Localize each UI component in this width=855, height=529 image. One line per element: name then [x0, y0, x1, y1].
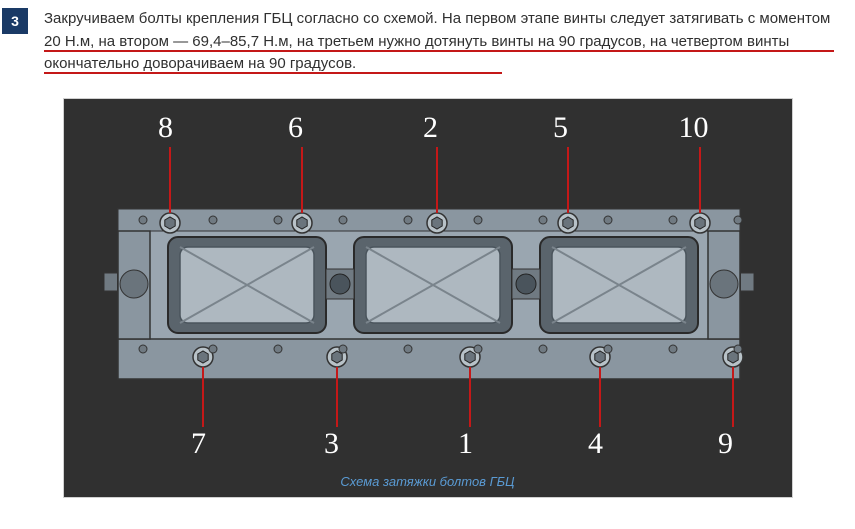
bolt-label-1: 1 [444, 427, 488, 461]
leader-line [699, 147, 701, 213]
leader-line [469, 367, 471, 427]
bolt-label-3: 3 [310, 427, 354, 461]
bolt-torque-diagram: Схема затяжки болтов ГБЦ 8 6 2 5 10 7 3 1 4 9 [63, 98, 793, 498]
bolt-label-7: 7 [177, 427, 221, 461]
bolt-label-4: 4 [574, 427, 618, 461]
leader-line [301, 147, 303, 213]
leader-line [169, 147, 171, 213]
figure-caption: Схема затяжки болтов ГБЦ [64, 474, 792, 489]
leader-line [336, 367, 338, 427]
leader-line [567, 147, 569, 213]
red-underline-2 [44, 72, 502, 74]
bolt-label-10: 10 [672, 111, 716, 145]
leader-line [202, 367, 204, 427]
leader-line [436, 147, 438, 213]
instruction-content: Закручиваем болты крепления ГБЦ согласно… [44, 10, 830, 72]
step-number-badge: 3 [2, 8, 28, 34]
bolt-label-5: 5 [539, 111, 583, 145]
leader-line [599, 367, 601, 427]
bolt-label-2: 2 [409, 111, 453, 145]
bolt-label-8: 8 [144, 111, 188, 145]
leader-line [732, 367, 734, 427]
red-underline-1 [44, 50, 834, 52]
bolt-label-6: 6 [274, 111, 318, 145]
bolt-label-9: 9 [704, 427, 748, 461]
step-instruction-text: Закручиваем болты крепления ГБЦ согласно… [44, 8, 837, 76]
